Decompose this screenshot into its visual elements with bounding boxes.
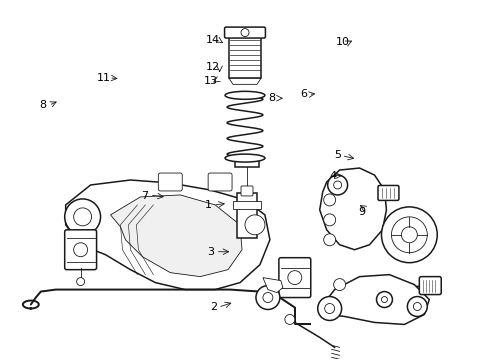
FancyBboxPatch shape xyxy=(224,27,266,38)
Text: 3: 3 xyxy=(207,247,214,257)
Bar xyxy=(229,37,261,78)
Text: 13: 13 xyxy=(204,76,218,86)
Circle shape xyxy=(382,297,388,302)
Text: 2: 2 xyxy=(210,302,217,312)
Circle shape xyxy=(392,217,427,253)
Circle shape xyxy=(74,243,88,257)
Polygon shape xyxy=(66,180,270,289)
Polygon shape xyxy=(319,168,387,250)
FancyBboxPatch shape xyxy=(241,186,253,196)
Text: 8: 8 xyxy=(39,100,46,110)
Polygon shape xyxy=(229,78,261,84)
Text: 8: 8 xyxy=(269,93,275,103)
Ellipse shape xyxy=(225,91,265,99)
Text: 11: 11 xyxy=(97,73,110,83)
Circle shape xyxy=(324,234,336,246)
Circle shape xyxy=(382,207,437,263)
Circle shape xyxy=(245,215,265,235)
Circle shape xyxy=(325,303,335,314)
Bar xyxy=(237,193,257,238)
Circle shape xyxy=(76,278,85,285)
Text: 1: 1 xyxy=(205,200,212,210)
Circle shape xyxy=(285,315,295,324)
FancyBboxPatch shape xyxy=(208,173,232,191)
FancyBboxPatch shape xyxy=(65,230,97,270)
Text: 14: 14 xyxy=(206,35,220,45)
Text: 6: 6 xyxy=(300,89,307,99)
Text: 12: 12 xyxy=(206,62,220,72)
FancyBboxPatch shape xyxy=(279,258,311,298)
Circle shape xyxy=(334,279,345,291)
Bar xyxy=(235,160,259,167)
Circle shape xyxy=(318,297,342,320)
Circle shape xyxy=(74,208,92,226)
Circle shape xyxy=(324,194,336,206)
Circle shape xyxy=(407,297,427,316)
Circle shape xyxy=(65,199,100,235)
Polygon shape xyxy=(325,275,429,324)
FancyBboxPatch shape xyxy=(378,185,399,201)
Ellipse shape xyxy=(225,154,265,162)
Circle shape xyxy=(288,271,302,285)
Circle shape xyxy=(324,214,336,226)
FancyBboxPatch shape xyxy=(158,173,182,191)
FancyBboxPatch shape xyxy=(419,276,441,294)
Circle shape xyxy=(263,293,273,302)
Text: 9: 9 xyxy=(359,207,366,217)
Circle shape xyxy=(414,302,421,310)
Text: 7: 7 xyxy=(142,191,148,201)
Circle shape xyxy=(256,285,280,310)
Text: 5: 5 xyxy=(334,150,341,160)
Circle shape xyxy=(376,292,392,307)
Circle shape xyxy=(334,181,342,189)
Text: 4: 4 xyxy=(329,171,337,181)
Circle shape xyxy=(401,227,417,243)
Polygon shape xyxy=(263,278,283,293)
Bar xyxy=(233,201,261,209)
Polygon shape xyxy=(111,195,242,276)
Circle shape xyxy=(328,175,347,195)
Text: 10: 10 xyxy=(336,37,350,47)
Circle shape xyxy=(241,28,249,37)
